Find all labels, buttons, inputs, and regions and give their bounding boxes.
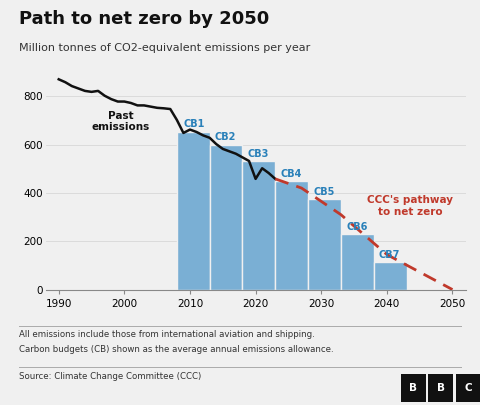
Text: All emissions include those from international aviation and shipping.: All emissions include those from interna… [19, 330, 315, 339]
Text: CB4: CB4 [280, 169, 302, 179]
Text: Million tonnes of CO2-equivalent emissions per year: Million tonnes of CO2-equivalent emissio… [19, 43, 311, 53]
Text: CB7: CB7 [379, 249, 400, 260]
Text: B: B [437, 383, 444, 393]
Text: Carbon budgets (CB) shown as the average annual emissions allowance.: Carbon budgets (CB) shown as the average… [19, 345, 334, 354]
Bar [308, 199, 341, 290]
Text: CB3: CB3 [248, 149, 269, 159]
Text: B: B [409, 383, 417, 393]
Bar [276, 181, 308, 290]
Bar [177, 132, 210, 290]
Text: CCC's pathway
to net zero: CCC's pathway to net zero [367, 195, 453, 217]
Bar [374, 262, 407, 290]
Bar [210, 145, 242, 290]
Bar [242, 162, 276, 290]
Text: C: C [464, 383, 472, 393]
Text: Path to net zero by 2050: Path to net zero by 2050 [19, 10, 269, 28]
Text: CB1: CB1 [183, 119, 205, 129]
Text: CB5: CB5 [313, 187, 335, 197]
Text: CB2: CB2 [215, 132, 236, 142]
Text: Past
emissions: Past emissions [92, 111, 150, 132]
Text: CB6: CB6 [346, 222, 368, 232]
Bar [341, 234, 374, 290]
Text: Source: Climate Change Committee (CCC): Source: Climate Change Committee (CCC) [19, 372, 202, 381]
